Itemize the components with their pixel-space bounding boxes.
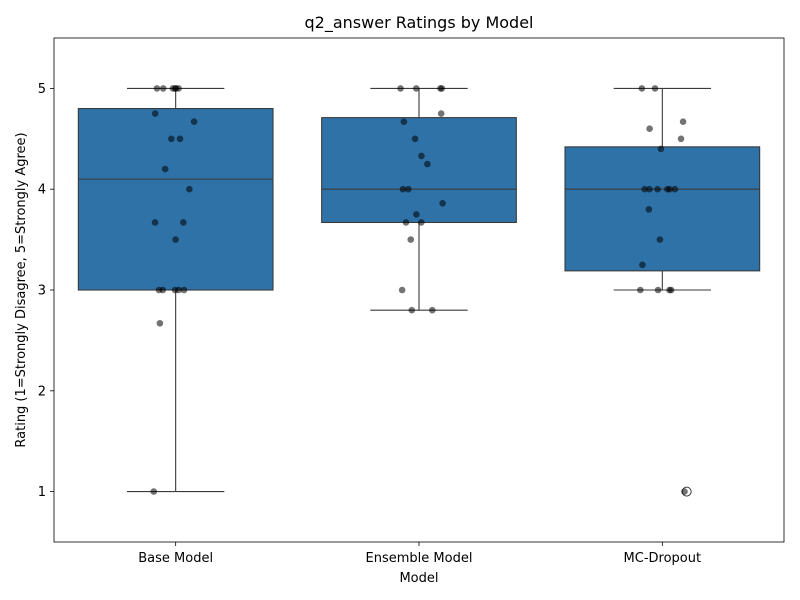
data-point [171, 286, 179, 294]
data-point [176, 135, 184, 143]
data-point [155, 286, 163, 294]
box-iqr [77, 108, 274, 291]
data-point [438, 85, 446, 92]
data-point [153, 85, 161, 92]
data-point [172, 85, 180, 92]
data-point [150, 488, 158, 495]
data-point [646, 125, 653, 133]
chart-title: q2_answer Ratings by Model [305, 13, 534, 33]
box-iqr [564, 146, 761, 272]
data-point [641, 185, 648, 193]
data-point [681, 488, 688, 495]
box-iqr [321, 117, 517, 224]
data-point [180, 219, 187, 226]
data-point [190, 118, 198, 125]
x-tick-label: Base Model [138, 551, 213, 566]
plot-area: 1 2 3 4 5 Base Model Ensemble Model MC-Dropout [38, 37, 785, 566]
data-point [666, 286, 673, 294]
data-point [151, 110, 159, 117]
data-point [408, 306, 416, 314]
y-tick-label: 3 [38, 284, 46, 299]
data-point [156, 319, 164, 327]
plot-frame [53, 37, 785, 543]
data-point [405, 185, 412, 193]
data-point [677, 135, 685, 143]
x-tick-label: MC-Dropout [624, 551, 702, 566]
data-point [654, 185, 661, 193]
data-point [679, 118, 687, 125]
data-point [159, 85, 167, 92]
y-tick-label: 2 [38, 384, 46, 399]
data-point [439, 200, 446, 207]
data-point [638, 85, 646, 92]
data-point [412, 85, 420, 92]
data-point [418, 152, 425, 160]
y-tick-label: 1 [38, 485, 46, 500]
data-point [168, 135, 175, 143]
data-point [407, 236, 415, 243]
data-point [180, 286, 188, 294]
x-tick-label: Ensemble Model [366, 551, 473, 566]
data-point [399, 185, 407, 193]
data-point [411, 135, 419, 143]
data-point [186, 185, 193, 193]
data-point [437, 110, 445, 117]
data-point [657, 145, 665, 153]
data-point [172, 236, 179, 243]
data-point [424, 160, 431, 168]
data-point [400, 118, 408, 125]
data-point [637, 286, 644, 294]
data-point [402, 219, 410, 226]
x-axis-label: Model [399, 571, 438, 586]
data-point [651, 85, 659, 92]
data-point [417, 219, 425, 226]
data-point [161, 165, 169, 173]
data-point [639, 261, 646, 269]
data-point [398, 286, 406, 294]
data-point [666, 185, 674, 193]
data-point [413, 211, 420, 218]
data-point [656, 236, 664, 243]
y-tick-label: 5 [38, 82, 46, 97]
data-point [671, 185, 679, 193]
y-tick-label: 4 [38, 183, 46, 198]
data-point [428, 306, 436, 314]
data-point [397, 85, 404, 92]
y-axis-label: Rating (1=Strongly Disagree, 5=Strongly … [14, 132, 29, 447]
data-point [646, 185, 653, 193]
data-point [151, 219, 159, 226]
data-point [645, 206, 653, 213]
data-point [654, 286, 662, 294]
